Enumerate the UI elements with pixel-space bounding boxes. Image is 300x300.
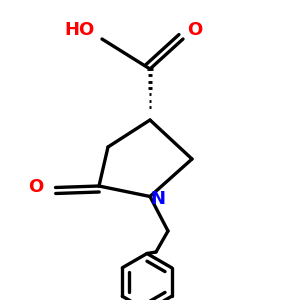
Text: O: O [28,178,44,196]
Text: O: O [188,21,202,39]
Text: HO: HO [64,21,94,39]
Text: N: N [150,190,165,208]
